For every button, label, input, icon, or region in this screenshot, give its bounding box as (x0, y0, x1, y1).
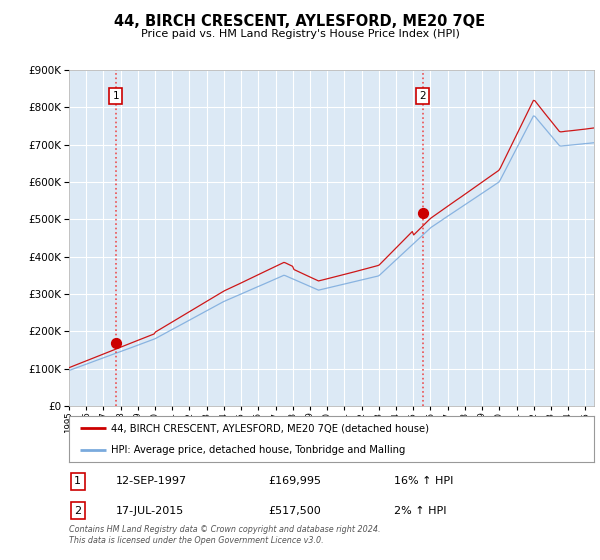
Text: £517,500: £517,500 (269, 506, 321, 516)
Text: 17-JUL-2015: 17-JUL-2015 (116, 506, 185, 516)
Text: 1: 1 (112, 91, 119, 101)
Text: 2% ↑ HPI: 2% ↑ HPI (395, 506, 447, 516)
Text: Price paid vs. HM Land Registry's House Price Index (HPI): Price paid vs. HM Land Registry's House … (140, 29, 460, 39)
Text: 2: 2 (419, 91, 426, 101)
Text: 44, BIRCH CRESCENT, AYLESFORD, ME20 7QE (detached house): 44, BIRCH CRESCENT, AYLESFORD, ME20 7QE … (111, 423, 429, 433)
Text: 44, BIRCH CRESCENT, AYLESFORD, ME20 7QE: 44, BIRCH CRESCENT, AYLESFORD, ME20 7QE (115, 14, 485, 29)
Text: 16% ↑ HPI: 16% ↑ HPI (395, 476, 454, 486)
Text: 1: 1 (74, 476, 81, 486)
Text: 12-SEP-1997: 12-SEP-1997 (116, 476, 187, 486)
Point (111, 338, 121, 347)
Point (418, 208, 427, 217)
Text: £169,995: £169,995 (269, 476, 322, 486)
Text: Contains HM Land Registry data © Crown copyright and database right 2024.
This d: Contains HM Land Registry data © Crown c… (69, 525, 380, 545)
Text: 2: 2 (74, 506, 82, 516)
Text: HPI: Average price, detached house, Tonbridge and Malling: HPI: Average price, detached house, Tonb… (111, 445, 406, 455)
